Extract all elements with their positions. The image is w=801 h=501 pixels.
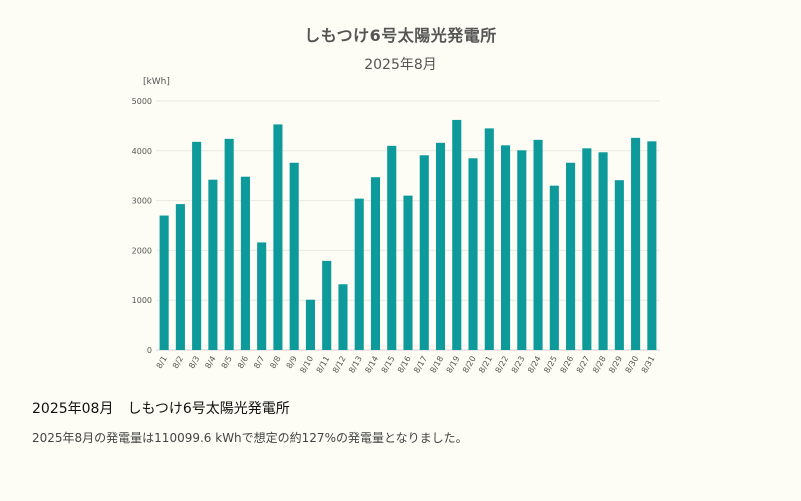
x-tick-label: 8/4 — [203, 355, 217, 371]
bar-8-26 — [566, 162, 576, 350]
chart-title: しもつけ6号太陽光発電所 — [304, 26, 497, 45]
x-tick-label: 8/22 — [494, 355, 511, 375]
x-tick-label: 8/16 — [396, 355, 413, 375]
bar-8-13 — [354, 198, 364, 350]
bar-8-28 — [598, 152, 608, 350]
bar-8-20 — [468, 158, 478, 350]
x-tick-label: 8/21 — [477, 355, 494, 375]
bars — [159, 119, 657, 350]
y-axis-unit-label: [kWh] — [143, 77, 170, 87]
bar-8-15 — [387, 145, 397, 350]
y-tick-label: 1000 — [132, 296, 152, 305]
x-tick-label: 8/28 — [591, 355, 608, 375]
bar-8-25 — [549, 185, 559, 350]
x-tick-label: 8/30 — [624, 355, 641, 375]
bar-8-8 — [273, 124, 283, 350]
x-tick-label: 8/6 — [236, 355, 250, 371]
y-tick-label: 0 — [147, 346, 152, 355]
bar-8-16 — [403, 195, 413, 350]
bar-8-22 — [501, 145, 511, 350]
x-tick-label: 8/12 — [331, 355, 348, 375]
y-tick-label: 4000 — [132, 147, 152, 156]
bar-8-21 — [484, 128, 494, 350]
y-tick-label: 2000 — [132, 246, 152, 255]
x-tick-label: 8/8 — [268, 355, 282, 371]
x-tick-label: 8/7 — [252, 355, 266, 371]
x-tick-label: 8/1 — [155, 355, 169, 371]
bar-8-30 — [631, 137, 641, 350]
x-tick-label: 8/19 — [445, 355, 462, 375]
x-tick-label: 8/11 — [315, 355, 332, 375]
x-tick-label: 8/17 — [412, 355, 429, 375]
bar-8-10 — [305, 299, 315, 350]
bar-8-1 — [159, 215, 169, 350]
x-tick-label: 8/29 — [607, 355, 624, 375]
chart-subtitle: 2025年8月 — [364, 57, 437, 73]
bar-8-12 — [338, 284, 348, 350]
bar-8-11 — [322, 260, 332, 350]
x-tick-label: 8/2 — [171, 355, 185, 371]
x-tick-label: 8/5 — [220, 355, 234, 371]
x-tick-label: 8/24 — [526, 355, 543, 375]
bar-8-24 — [533, 139, 543, 350]
x-axis-ticks: 8/1 8/2 8/3 8/4 8/5 8/6 8/7 8/8 8/9 8/10 8/11 8/12 8… — [155, 355, 657, 375]
caption-text: 2025年8月の発電量は110099.6 kWhで想定の約127%の発電量となり… — [32, 431, 468, 445]
bar-8-5 — [224, 138, 234, 350]
x-tick-label: 8/31 — [640, 355, 657, 375]
x-tick-label: 8/14 — [363, 355, 380, 375]
bar-8-6 — [240, 176, 250, 350]
bar-8-3 — [192, 141, 202, 350]
x-tick-label: 8/15 — [380, 355, 397, 375]
bar-8-18 — [435, 142, 446, 350]
y-tick-label: 3000 — [132, 197, 152, 206]
bar-8-19 — [452, 119, 462, 350]
x-tick-label: 8/20 — [461, 355, 478, 375]
bar-8-29 — [614, 180, 624, 350]
y-tick-label: 5000 — [132, 97, 152, 106]
x-tick-label: 8/13 — [347, 355, 364, 375]
x-tick-label: 8/10 — [298, 355, 315, 375]
bar-8-23 — [517, 150, 527, 350]
bar-8-27 — [582, 148, 592, 350]
x-tick-label: 8/18 — [428, 355, 445, 375]
x-tick-label: 8/25 — [542, 355, 559, 375]
caption-heading: 2025年08月 しもつけ6号太陽光発電所 — [32, 401, 290, 417]
x-tick-label: 8/3 — [187, 355, 201, 371]
y-axis-ticks: 0 1000 2000 3000 4000 5000 — [132, 97, 152, 355]
bar-8-4 — [208, 179, 218, 350]
bar-8-9 — [289, 162, 299, 350]
bar-8-2 — [175, 204, 185, 350]
bar-8-7 — [257, 242, 267, 350]
bar-8-31 — [647, 141, 657, 350]
bar-8-17 — [419, 155, 429, 350]
x-tick-label: 8/26 — [559, 355, 576, 375]
x-tick-label: 8/9 — [285, 355, 299, 371]
x-tick-label: 8/23 — [510, 355, 527, 375]
bar-8-14 — [370, 177, 381, 350]
x-tick-label: 8/27 — [575, 355, 592, 375]
